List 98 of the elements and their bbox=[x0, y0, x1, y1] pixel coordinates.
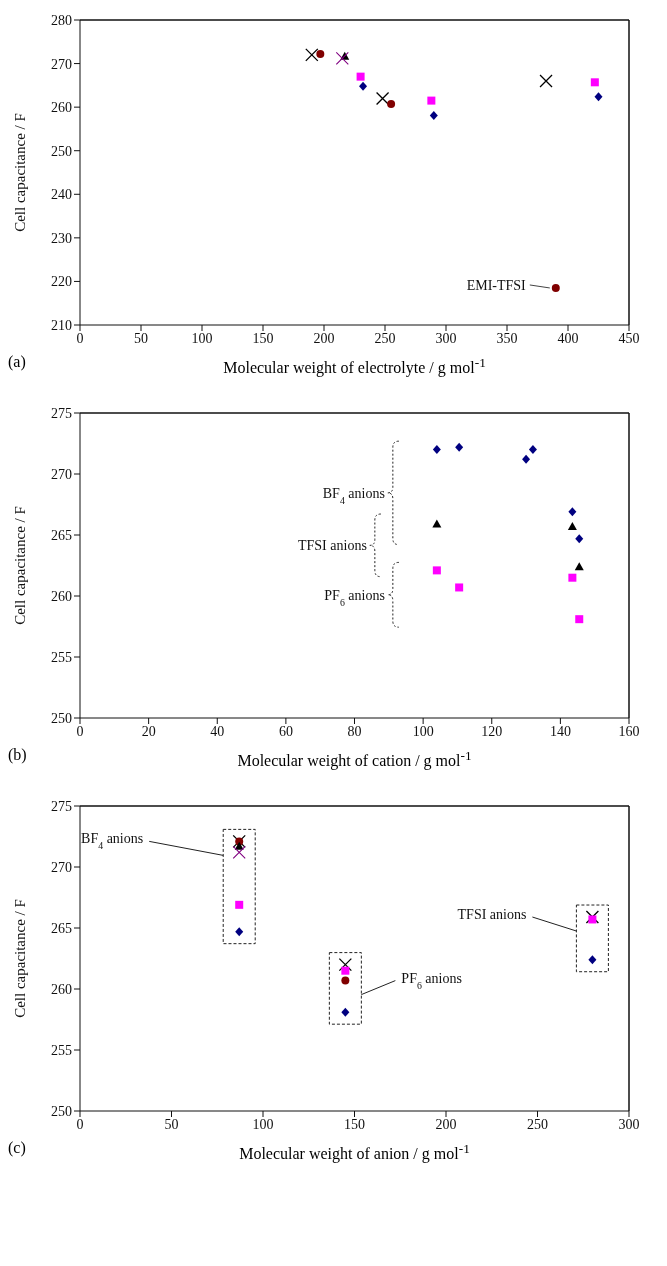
point bbox=[588, 915, 597, 924]
y-tick-label: 275 bbox=[51, 798, 72, 814]
point bbox=[594, 92, 603, 102]
point bbox=[341, 976, 350, 985]
x-tick-label: 100 bbox=[412, 723, 434, 739]
point bbox=[567, 521, 577, 530]
x-tick-label: 140 bbox=[549, 723, 571, 739]
x-tick-label: 400 bbox=[557, 330, 579, 346]
point bbox=[568, 507, 577, 517]
annotation: TFSI anions bbox=[457, 907, 527, 923]
point bbox=[338, 957, 352, 972]
x-axis-title: Molecular weight of cation / g mol$^{-1}$ bbox=[236, 748, 473, 771]
y-tick-label: 265 bbox=[51, 920, 72, 936]
y-tick-label: 270 bbox=[51, 859, 72, 875]
point bbox=[528, 445, 537, 455]
y-tick-label: 220 bbox=[51, 274, 72, 290]
point bbox=[359, 81, 368, 91]
x-tick-label: 50 bbox=[164, 1116, 179, 1132]
x-tick-label: 40 bbox=[210, 723, 225, 739]
y-axis-title: Cell capacitance / F bbox=[12, 899, 29, 1018]
y-tick-label: 270 bbox=[51, 56, 72, 72]
text: (b) bbox=[8, 746, 27, 764]
point bbox=[574, 562, 584, 571]
point bbox=[432, 445, 441, 455]
annotation: PF$_{6}$ anions bbox=[324, 587, 385, 608]
point bbox=[429, 110, 438, 120]
y-tick-label: 250 bbox=[51, 1103, 72, 1119]
y-tick-label: 265 bbox=[51, 527, 72, 543]
annotation: PF$_{6}$ anions bbox=[401, 970, 462, 991]
point bbox=[455, 442, 464, 452]
x-tick-label: 160 bbox=[618, 723, 640, 739]
y-tick-label: 260 bbox=[51, 100, 72, 116]
x-tick-label: 250 bbox=[527, 1116, 548, 1132]
point bbox=[585, 910, 600, 924]
point bbox=[341, 1007, 350, 1017]
y-tick-label: 230 bbox=[51, 230, 72, 246]
point bbox=[568, 573, 577, 582]
point bbox=[455, 583, 464, 592]
annotation: TFSI anions bbox=[298, 538, 367, 554]
point bbox=[335, 51, 349, 65]
y-axis-title: Cell capacitance / F bbox=[12, 506, 29, 625]
point bbox=[575, 615, 584, 624]
x-tick-label: 60 bbox=[278, 723, 293, 739]
text: (a) bbox=[8, 353, 26, 371]
x-tick-label: 150 bbox=[344, 1116, 365, 1132]
x-tick-label: 100 bbox=[252, 1116, 274, 1132]
point bbox=[432, 519, 442, 528]
point bbox=[316, 49, 325, 58]
point bbox=[375, 91, 390, 106]
point bbox=[341, 966, 350, 975]
point bbox=[588, 955, 597, 965]
x-tick-label: 0 bbox=[76, 723, 84, 739]
point bbox=[575, 534, 584, 544]
y-axis-title: Cell capacitance / F bbox=[12, 113, 29, 232]
x-tick-label: 450 bbox=[618, 330, 640, 346]
annotation: BF$_{4}$ anions bbox=[81, 831, 144, 851]
point bbox=[356, 72, 365, 81]
point bbox=[551, 283, 560, 292]
y-tick-label: 250 bbox=[51, 710, 72, 726]
y-tick-label: 260 bbox=[51, 588, 72, 604]
point bbox=[387, 100, 396, 109]
x-tick-label: 350 bbox=[496, 330, 518, 346]
x-tick-label: 80 bbox=[347, 723, 362, 739]
annotation: EMI-TFSI bbox=[466, 277, 527, 293]
y-tick-label: 250 bbox=[51, 143, 72, 159]
x-tick-label: 0 bbox=[76, 330, 84, 346]
x-tick-label: 200 bbox=[313, 330, 335, 346]
x-tick-label: 200 bbox=[435, 1116, 457, 1132]
point bbox=[539, 74, 553, 88]
point bbox=[305, 48, 319, 62]
y-tick-label: 240 bbox=[51, 187, 72, 203]
point bbox=[235, 927, 244, 937]
point bbox=[432, 566, 441, 575]
y-tick-label: 275 bbox=[51, 405, 72, 421]
y-tick-label: 255 bbox=[51, 649, 72, 665]
x-tick-label: 300 bbox=[435, 330, 457, 346]
x-axis-title: Molecular weight of electrolyte / g mol$^{-1}$ bbox=[222, 355, 487, 378]
point bbox=[232, 845, 246, 859]
x-tick-label: 300 bbox=[618, 1116, 640, 1132]
point bbox=[590, 78, 599, 87]
point bbox=[427, 96, 436, 105]
annotation: BF$_{4}$ anions bbox=[322, 485, 385, 506]
x-tick-label: 0 bbox=[76, 1116, 84, 1132]
y-tick-label: 280 bbox=[51, 12, 72, 28]
x-tick-label: 120 bbox=[481, 723, 503, 739]
x-tick-label: 150 bbox=[252, 330, 274, 346]
point bbox=[235, 900, 244, 909]
text: (c) bbox=[8, 1139, 26, 1157]
y-tick-label: 255 bbox=[51, 1042, 72, 1058]
x-tick-label: 250 bbox=[374, 330, 396, 346]
x-tick-label: 100 bbox=[191, 330, 213, 346]
point bbox=[522, 454, 531, 464]
x-tick-label: 50 bbox=[134, 330, 148, 346]
y-tick-label: 260 bbox=[51, 981, 72, 997]
x-tick-label: 20 bbox=[141, 723, 156, 739]
x-axis-title: Molecular weight of anion / g mol$^{-1}$ bbox=[238, 1141, 471, 1164]
y-tick-label: 270 bbox=[51, 466, 72, 482]
y-tick-label: 210 bbox=[51, 317, 72, 333]
